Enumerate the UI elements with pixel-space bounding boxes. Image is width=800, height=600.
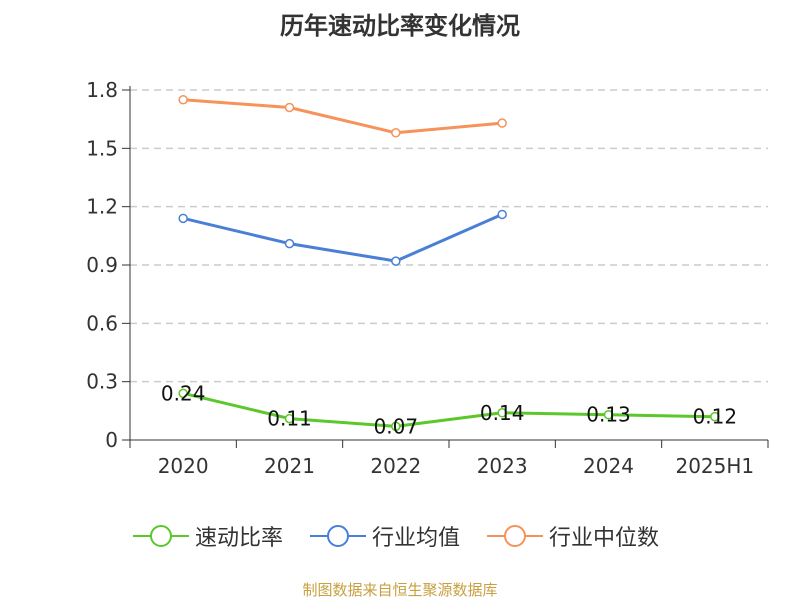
- x-tick-label: 2024: [583, 454, 634, 478]
- legend-label: 行业均值: [372, 526, 461, 551]
- data-label: 0.14: [480, 401, 525, 425]
- data-label: 0.07: [374, 414, 419, 438]
- data-point: [178, 388, 188, 399]
- legend-label: 行业中位数: [549, 526, 660, 551]
- y-tick-label: 0.9: [86, 253, 118, 277]
- x-tick-label: 2021: [264, 454, 315, 478]
- data-point: [284, 238, 295, 249]
- data-point: [497, 408, 507, 418]
- gridlines: [130, 89, 768, 383]
- x-tick-label: 2022: [370, 454, 421, 478]
- series-line-2: [183, 98, 503, 135]
- y-tick-label: 0.6: [86, 311, 118, 335]
- x-tick-label: 2025H1: [675, 454, 754, 478]
- x-tick-label: 2020: [158, 454, 209, 478]
- data-point: [391, 421, 401, 432]
- data-labels: 0.24 0.11 0.07 0.14 0.13 0.12: [161, 381, 737, 438]
- legend-item-industry-median[interactable]: 行业中位数: [487, 518, 659, 554]
- legend-item-quick-ratio[interactable]: 速动比率: [133, 518, 283, 554]
- y-tick-label: 0.3: [86, 370, 118, 394]
- data-point: [178, 213, 188, 224]
- data-point: [284, 102, 295, 113]
- y-tick-label: 1.5: [86, 136, 118, 160]
- legend-label: 速动比率: [195, 526, 284, 551]
- axes: 0 0.3 0.6 0.9 1.2 1.5 1.8 2020 2021 2022 2023 2024 2…: [86, 78, 769, 478]
- legend-marker-icon: [310, 525, 366, 547]
- legend-item-industry-mean[interactable]: 行业均值: [310, 518, 460, 554]
- data-point: [178, 94, 188, 105]
- data-point: [391, 256, 401, 266]
- data-point: [710, 411, 720, 422]
- data-label: 0.24: [161, 381, 206, 405]
- y-tick-label: 0: [105, 428, 118, 452]
- y-tick-label: 1.8: [86, 78, 118, 102]
- chart-title: 历年速动比率变化情况: [280, 12, 520, 40]
- y-tick-label: 1.2: [86, 195, 118, 219]
- data-label: 0.11: [267, 407, 312, 431]
- legend-marker-icon: [487, 525, 543, 547]
- legend-marker-icon: [133, 525, 189, 547]
- data-point: [284, 413, 295, 424]
- x-tick-label: 2023: [477, 454, 528, 478]
- series-line-1: [182, 213, 503, 263]
- data-label: 0.12: [693, 405, 738, 429]
- data-point: [391, 128, 401, 138]
- series-line-0: [182, 391, 715, 428]
- source-note: 制图数据来自恒生聚源数据库: [302, 581, 498, 599]
- legend: 速动比率 行业均值 行业中位数: [0, 518, 800, 554]
- data-label: 0.13: [586, 403, 631, 427]
- data-point: [603, 409, 614, 420]
- data-point: [497, 118, 507, 128]
- series-lines: [178, 94, 720, 432]
- data-point: [497, 209, 507, 220]
